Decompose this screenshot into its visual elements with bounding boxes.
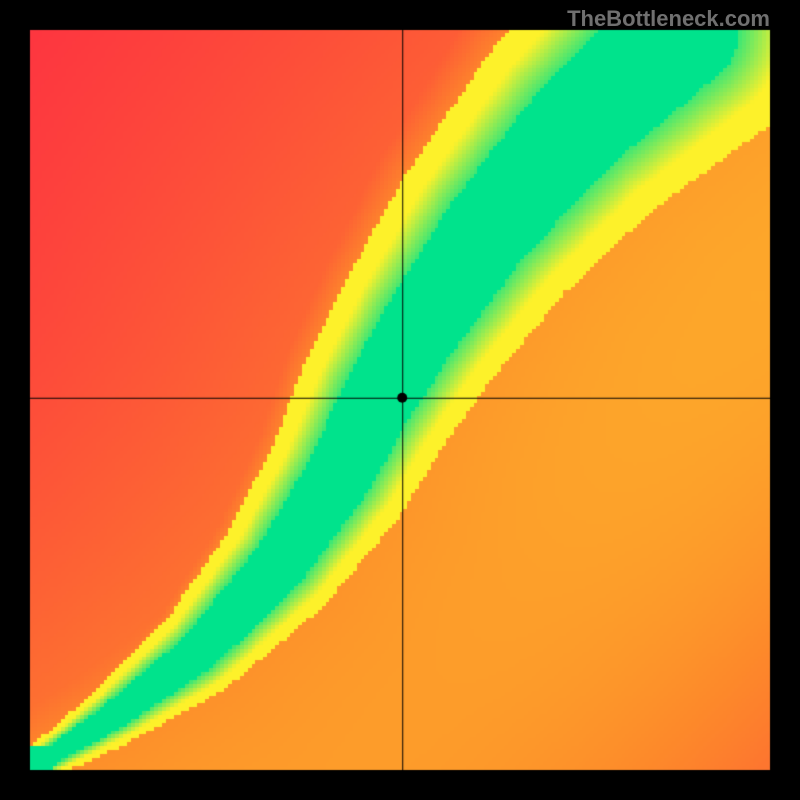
heatmap-canvas [0,0,800,800]
chart-container: TheBottleneck.com [0,0,800,800]
watermark-text: TheBottleneck.com [567,6,770,32]
